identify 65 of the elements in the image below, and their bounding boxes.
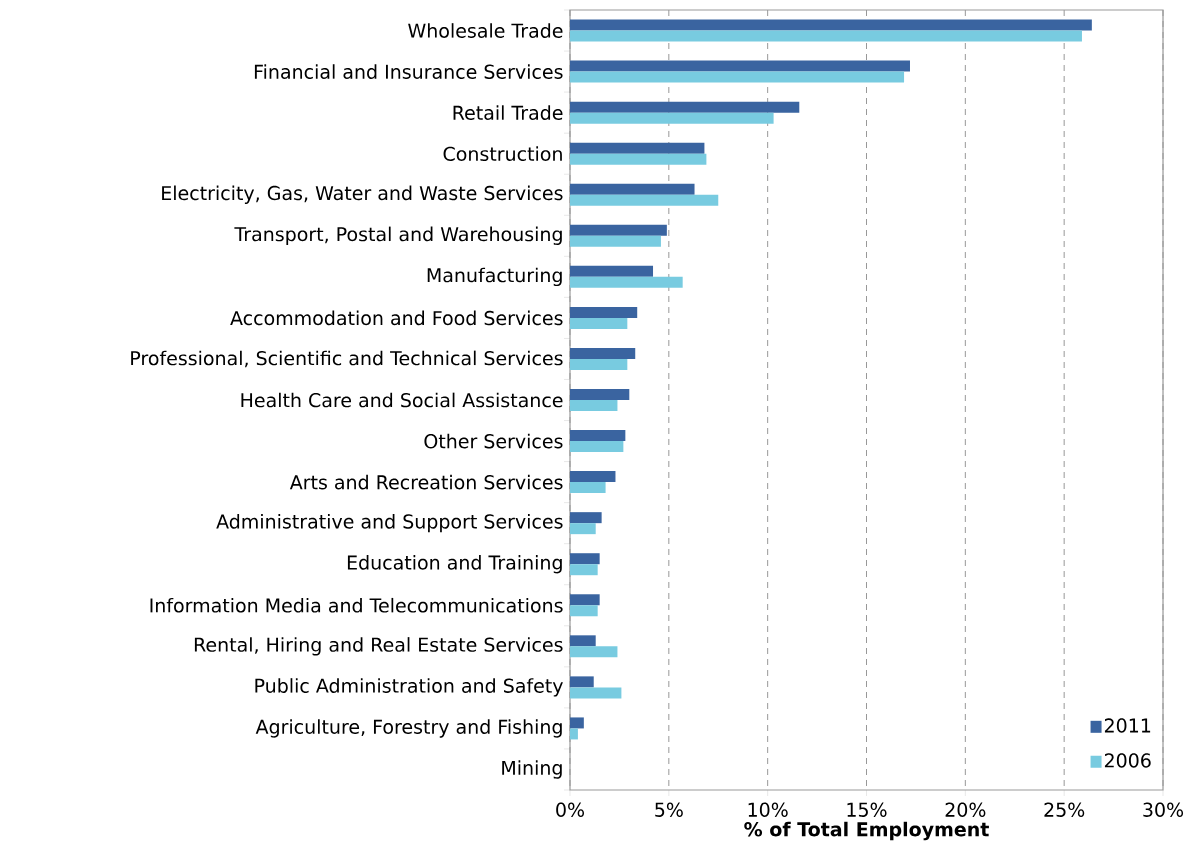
x-tick-label: 20%: [945, 802, 986, 817]
x-tick-label: 15%: [847, 802, 887, 817]
bar: [570, 564, 598, 576]
y-tick-label: Retail Trade: [453, 105, 563, 120]
legend-label: 2006: [1104, 753, 1151, 768]
bar: [570, 224, 667, 236]
y-tick-label: Wholesale Trade: [408, 23, 563, 38]
bar: [570, 512, 602, 524]
y-tick-label: Information Media and Telecommunications: [150, 597, 563, 613]
bar: [570, 687, 622, 699]
y-tick-label: Other Services: [424, 433, 563, 449]
y-tick-label: Rental, Hiring and Real Estate Services: [194, 637, 563, 656]
y-tick-label: Transport, Postal and Warehousing: [234, 226, 562, 245]
bar: [570, 441, 624, 453]
legend-label: 2011: [1104, 718, 1151, 733]
y-tick-label: Mining: [502, 760, 562, 779]
bar: [570, 717, 584, 729]
y-tick-label: Public Administration and Safety: [255, 678, 563, 697]
y-tick-label: Agriculture, Forestry and Fishing: [255, 719, 562, 738]
bar: [570, 101, 800, 113]
bar: [570, 183, 695, 195]
bar: [570, 347, 636, 359]
bar: [570, 142, 705, 154]
bar: [570, 71, 905, 83]
x-axis-title: % of Total Employment: [744, 821, 989, 841]
y-tick-label: Electricity, Gas, Water and Waste Services: [162, 185, 563, 204]
bar: [570, 605, 598, 617]
bar: [570, 646, 618, 658]
bar: [570, 265, 654, 277]
bar: [570, 358, 628, 370]
y-tick-label: Health Care and Social Assistance: [241, 392, 563, 408]
x-tick-label: 10%: [748, 802, 788, 817]
bar: [570, 30, 1082, 42]
bar: [570, 400, 618, 411]
bar: [570, 19, 1092, 31]
y-tick-label: Administrative and Support Services: [216, 513, 563, 533]
bar: [570, 635, 596, 647]
bar: [570, 430, 626, 442]
x-tick-label: 30%: [1143, 802, 1184, 817]
bar: [570, 676, 594, 688]
x-tick-label: 25%: [1044, 802, 1085, 817]
bar: [570, 553, 600, 565]
y-tick-label: Financial and Insurance Services: [254, 64, 563, 79]
bar: [570, 60, 910, 72]
bar: [570, 482, 606, 494]
bar: [570, 728, 578, 740]
bar: [570, 471, 616, 483]
y-tick-label: Education and Training: [347, 555, 562, 574]
y-tick-label: Manufacturing: [427, 267, 562, 287]
bar: [570, 594, 600, 606]
bar: [570, 523, 596, 535]
x-tick-label: 0%: [556, 802, 585, 817]
y-tick-label: Professional, Scientific and Technical Services: [131, 350, 563, 368]
bar: [570, 389, 630, 400]
y-tick-label: Arts and Recreation Services: [289, 474, 563, 490]
bar: [570, 194, 719, 206]
bar: [570, 235, 661, 247]
bar: [570, 317, 628, 329]
y-tick-label: Accommodation and Food Services: [230, 310, 563, 326]
bar: [570, 276, 683, 288]
x-tick-label: 5%: [655, 802, 683, 817]
bar: [570, 306, 638, 318]
bar: [570, 153, 707, 165]
bar: [570, 112, 774, 124]
y-tick-label: Construction: [443, 146, 562, 162]
